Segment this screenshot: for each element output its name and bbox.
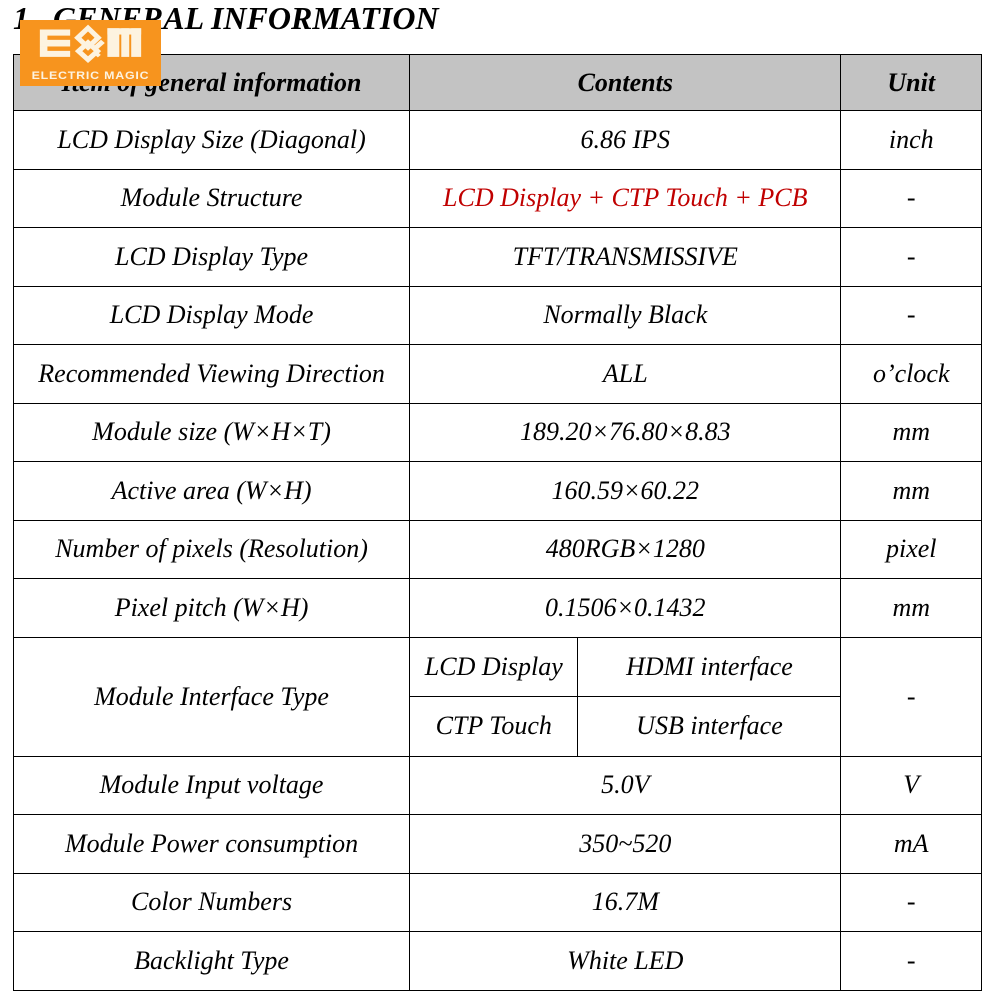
svg-text:ELECTRIC MAGIC: ELECTRIC MAGIC [32,70,150,82]
